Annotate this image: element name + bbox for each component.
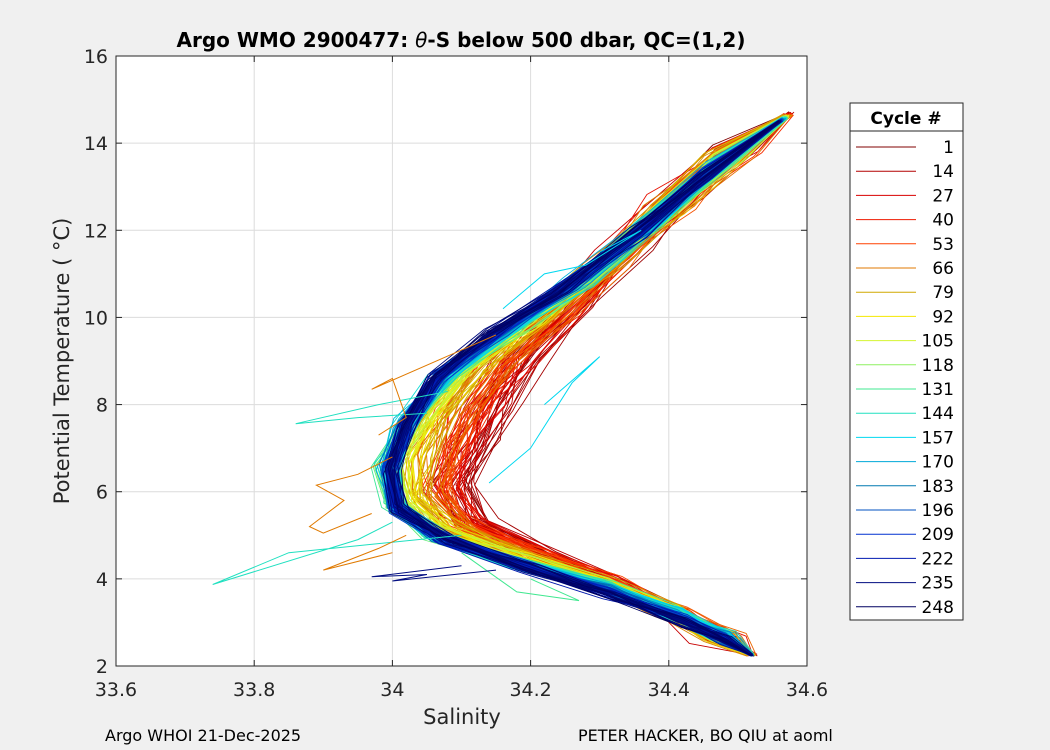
footer-credit-right: PETER HACKER, BO QIU at aoml <box>578 726 833 745</box>
outlier-trace <box>308 456 393 534</box>
legend: Cycle # 1 14 27 40 53 66 79 92 105 118 131 144 157 17… <box>849 102 964 621</box>
profile-lines <box>212 111 795 657</box>
outlier-trace <box>488 356 601 484</box>
y-tick-label: 8 <box>96 395 108 417</box>
profile-line <box>401 120 782 655</box>
legend-label: 170 <box>922 453 954 473</box>
legend-label: 105 <box>922 332 954 352</box>
legend-label: 92 <box>932 307 954 327</box>
legend-label: 118 <box>922 356 954 376</box>
legend-label: 157 <box>922 428 954 448</box>
legend-label: 248 <box>922 598 954 618</box>
footer-credit-left: Argo WHOI 21-Dec-2025 <box>105 726 302 745</box>
outlier-trace <box>323 534 407 571</box>
legend-title: Cycle # <box>870 109 941 129</box>
y-tick-label: 10 <box>84 307 108 329</box>
legend-label: 196 <box>922 501 954 521</box>
chart-title-prefix: Argo WMO 2900477: <box>177 28 416 52</box>
chart-title-theta: θ <box>415 28 427 52</box>
outlier-trace <box>461 552 580 602</box>
profile-line <box>396 121 781 657</box>
outlier-trace <box>212 521 462 585</box>
legend-label: 40 <box>932 211 954 231</box>
legend-label: 209 <box>922 525 954 545</box>
y-axis-label: Potential Temperature ( °C) <box>50 218 74 505</box>
profile-line <box>388 119 780 656</box>
x-axis-label: Salinity <box>423 705 501 729</box>
y-tick-label: 14 <box>84 133 108 155</box>
profile-line <box>393 120 779 656</box>
chart-title-suffix: -S below 500 dbar, QC=(1,2) <box>427 28 745 52</box>
y-tick-label: 4 <box>96 569 108 591</box>
legend-label: 14 <box>932 162 954 182</box>
y-tick-label: 2 <box>96 656 108 678</box>
legend-label: 1 <box>943 138 954 158</box>
outlier-trace <box>371 334 497 436</box>
legend-label: 144 <box>922 404 954 424</box>
legend-label: 79 <box>932 283 954 303</box>
outlier-trace <box>371 565 497 582</box>
profile-line <box>382 120 780 655</box>
legend-label: 235 <box>922 574 954 594</box>
x-tick-label: 34 <box>380 679 404 701</box>
legend-label: 131 <box>922 380 954 400</box>
axis-ticks: 33.6 33.8 34 34.2 34.4 34.6 2 4 6 8 10 12 14 16 <box>84 46 828 701</box>
chart-title: Argo WMO 2900477: θ-S below 500 dbar, QC… <box>177 28 746 52</box>
y-tick-label: 16 <box>84 46 108 68</box>
x-tick-label: 34.2 <box>509 679 551 701</box>
legend-label: 53 <box>932 235 954 255</box>
x-tick-label: 33.6 <box>95 679 137 701</box>
x-tick-label: 34.6 <box>786 679 828 701</box>
plot-frame <box>115 55 808 667</box>
outlier-trace <box>295 391 448 425</box>
outlier-trace <box>502 229 642 310</box>
x-tick-label: 33.8 <box>233 679 275 701</box>
profile-line <box>426 114 793 655</box>
y-tick-label: 12 <box>84 220 108 242</box>
x-tick-label: 34.4 <box>648 679 690 701</box>
legend-label: 66 <box>932 259 954 279</box>
y-tick-label: 6 <box>96 482 108 504</box>
legend-label: 183 <box>922 477 954 497</box>
legend-label: 27 <box>932 186 954 206</box>
legend-label: 222 <box>922 549 954 569</box>
